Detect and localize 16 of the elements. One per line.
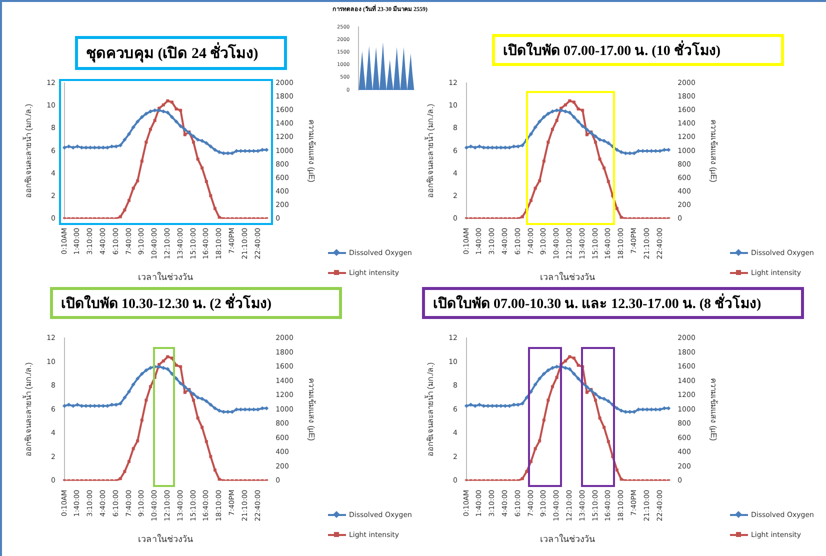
chart-title: ชุดควบคุม (เปิด 24 ชั่วโมง) bbox=[75, 36, 287, 70]
y2-axis-title: ความเข้มแสง (µE) bbox=[708, 120, 718, 183]
x-axis-title: เวลาในช่วงวัน bbox=[138, 534, 194, 544]
y2-axis-title: ความเข้มแสง (µE) bbox=[708, 378, 718, 442]
y2-axis-title: ความเข้มแสง (µE) bbox=[306, 378, 316, 442]
x-axis-title: เวลาในช่วงวัน bbox=[540, 534, 596, 544]
x-axis-title: เวลาในช่วงวัน bbox=[138, 272, 194, 282]
chart-title: เปิดใบพัด 07.00-17.00 น. (10 ชั่วโมง) bbox=[492, 34, 784, 66]
chart-title: เปิดใบพัด 07.00-10.30 น. และ 12.30-17.00 น. (8 ชั่วโมง) bbox=[422, 287, 804, 319]
x-axis-title: เวลาในช่วงวัน bbox=[540, 272, 596, 282]
y2-axis-title: ความเข้มแสง (µE) bbox=[306, 120, 316, 183]
y-axis-title: ออกซิเจนละลายน้ำ (มก./ล.) bbox=[424, 362, 436, 457]
y-axis-title: ออกซิเจนละลายน้ำ (มก./ล.) bbox=[22, 362, 34, 457]
chart-title: เปิดใบพัด 10.30-12.30 น. (2 ชั่วโมง) bbox=[50, 287, 342, 319]
y-axis-title: ออกซิเจนละลายน้ำ (มก./ล.) bbox=[424, 104, 436, 198]
y-axis-title: ออกซิเจนละลายน้ำ (มก./ล.) bbox=[22, 104, 34, 198]
